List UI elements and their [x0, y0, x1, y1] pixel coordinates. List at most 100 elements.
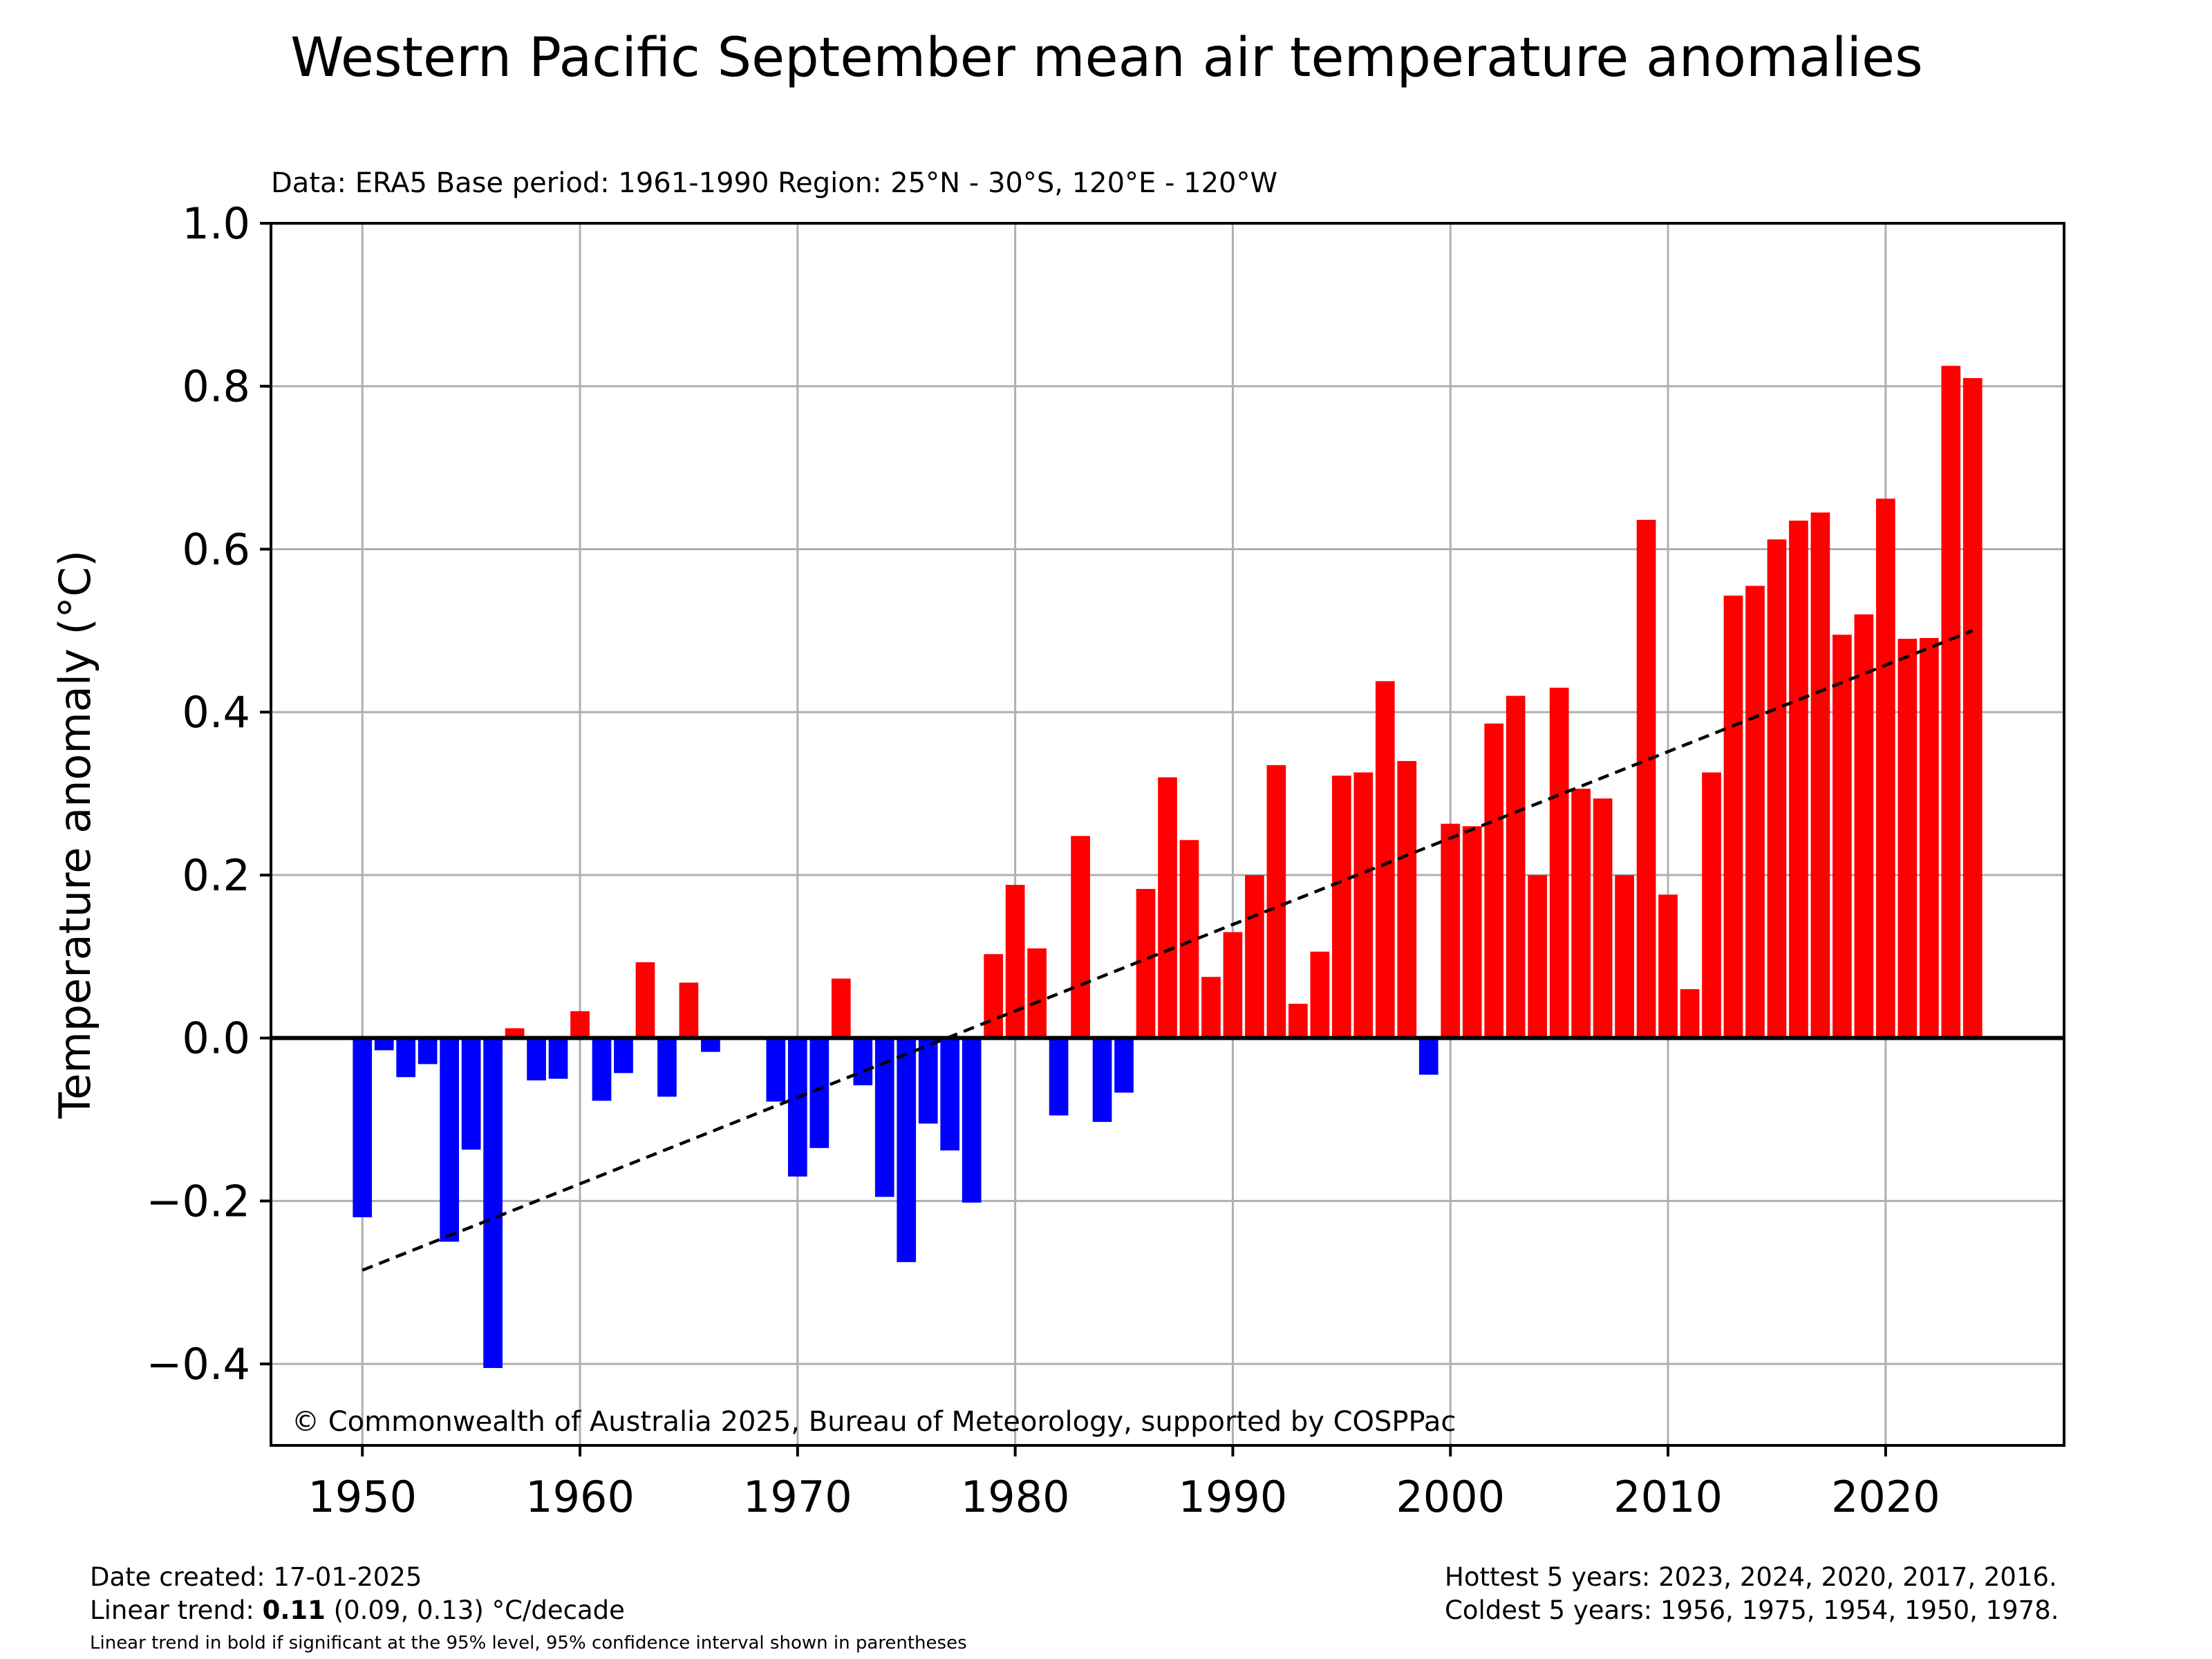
bar-2005: [1549, 687, 1569, 1038]
y-tick-label: 1.0: [182, 198, 250, 249]
bar-1974: [874, 1038, 894, 1197]
x-tick-label: 1950: [308, 1472, 417, 1522]
x-tick-label: 1960: [525, 1472, 635, 1522]
bar-1960: [570, 1011, 590, 1038]
chart-subtitle: Data: ERA5 Base period: 1961-1990 Region…: [271, 167, 1277, 199]
trend-note: Linear trend in bold if significant at t…: [90, 1633, 967, 1653]
bar-2003: [1506, 695, 1526, 1038]
x-tick-label: 2020: [1831, 1472, 1940, 1522]
bar-2012: [1702, 772, 1721, 1038]
bar-1963: [635, 962, 655, 1038]
x-tick-label: 1970: [743, 1472, 852, 1522]
bar-2015: [1767, 539, 1787, 1038]
copyright-annotation: © Commonwealth of Australia 2025, Bureau…: [292, 1406, 1456, 1438]
bar-2006: [1571, 788, 1591, 1038]
bar-1998: [1397, 760, 1417, 1038]
bar-1961: [592, 1038, 612, 1101]
bar-1970: [787, 1038, 807, 1177]
y-tick-label: 0.4: [182, 687, 250, 738]
bar-2000: [1441, 823, 1461, 1038]
footer-left: Date created: 17-01-2025 Linear trend: 0…: [90, 1561, 625, 1627]
bar-2011: [1680, 988, 1700, 1038]
bar-2018: [1833, 635, 1852, 1038]
bar-1985: [1114, 1038, 1134, 1093]
y-tick-label: −0.4: [146, 1339, 250, 1389]
y-axis-label: Temperature anomaly (°C): [50, 550, 100, 1119]
bar-1999: [1418, 1038, 1438, 1075]
bar-1996: [1353, 772, 1374, 1038]
bar-2010: [1658, 894, 1678, 1038]
bar-1997: [1375, 681, 1395, 1038]
bar-1991: [1245, 874, 1264, 1038]
bar-1983: [1071, 836, 1090, 1038]
trend-value: 0.11: [262, 1595, 326, 1625]
bar-1966: [701, 1038, 720, 1052]
bar-2009: [1636, 520, 1656, 1038]
y-tick-label: 0.2: [182, 850, 250, 901]
bar-2007: [1593, 798, 1613, 1038]
bar-1981: [1027, 948, 1047, 1038]
bar-1956: [483, 1038, 503, 1369]
bar-1957: [505, 1028, 525, 1038]
y-tick-label: −0.2: [146, 1176, 250, 1226]
bar-1995: [1331, 776, 1351, 1038]
bar-1975: [897, 1038, 917, 1262]
bar-2016: [1789, 521, 1808, 1038]
bar-1952: [396, 1038, 416, 1078]
bar-2022: [1919, 637, 1939, 1038]
bar-2019: [1854, 614, 1874, 1038]
bar-1962: [614, 1038, 633, 1074]
bar-2001: [1462, 826, 1482, 1038]
bar-2023: [1941, 366, 1961, 1038]
bar-1979: [984, 954, 1004, 1038]
y-tick-label: 0.0: [182, 1013, 250, 1064]
bar-1988: [1179, 840, 1199, 1038]
x-tick-label: 1990: [1179, 1472, 1288, 1522]
date-created: Date created: 17-01-2025: [90, 1562, 422, 1592]
bar-1964: [657, 1038, 677, 1097]
bar-2024: [1962, 377, 1983, 1038]
bar-1973: [853, 1038, 873, 1086]
chart-title: Western Pacific September mean air tempe…: [290, 27, 1922, 89]
linear-trend-line: Linear trend: 0.11 (0.09, 0.13) °C/decad…: [90, 1594, 625, 1627]
footer-right: Hottest 5 years: 2023, 2024, 2020, 2017,…: [1445, 1561, 2059, 1627]
bar-2021: [1897, 639, 1918, 1038]
bar-1953: [418, 1038, 438, 1065]
x-tick-label: 1980: [961, 1472, 1070, 1522]
bar-1969: [766, 1038, 786, 1102]
bar-1954: [440, 1038, 459, 1242]
bar-1971: [809, 1038, 830, 1148]
hottest-years: Hottest 5 years: 2023, 2024, 2020, 2017,…: [1445, 1562, 2057, 1592]
trend-line: [362, 629, 1974, 1272]
bar-1959: [548, 1038, 568, 1079]
bar-2014: [1745, 585, 1765, 1038]
bar-1993: [1288, 1004, 1308, 1038]
y-tick-label: 0.6: [182, 524, 250, 574]
bar-1972: [831, 978, 851, 1038]
axis-ticks: 1950 1960 1970 1980 1990 2000 2010 2020 −0.4 −0.2…: [146, 198, 1940, 1522]
bar-2020: [1876, 498, 1895, 1038]
bar-1951: [374, 1038, 394, 1051]
coldest-years: Coldest 5 years: 1956, 1975, 1954, 1950,…: [1445, 1595, 2059, 1625]
bars: [353, 366, 1983, 1369]
bar-1987: [1158, 777, 1177, 1038]
bar-1955: [461, 1038, 481, 1150]
bar-1989: [1201, 977, 1221, 1038]
bar-1986: [1136, 888, 1156, 1038]
bar-1980: [1005, 885, 1025, 1038]
bar-2017: [1810, 512, 1830, 1038]
bar-1977: [940, 1038, 960, 1151]
bar-1976: [918, 1038, 938, 1124]
bar-2008: [1615, 874, 1634, 1038]
trend-suffix: (0.09, 0.13) °C/decade: [325, 1595, 625, 1625]
bar-1958: [527, 1038, 546, 1080]
bar-1982: [1049, 1038, 1069, 1116]
y-tick-label: 0.8: [182, 362, 250, 412]
x-tick-label: 2010: [1613, 1472, 1723, 1522]
plot-frame: [270, 222, 2065, 1447]
bar-1990: [1223, 932, 1243, 1038]
bar-1965: [679, 982, 699, 1038]
bar-1984: [1092, 1038, 1112, 1123]
bar-1978: [962, 1038, 982, 1203]
